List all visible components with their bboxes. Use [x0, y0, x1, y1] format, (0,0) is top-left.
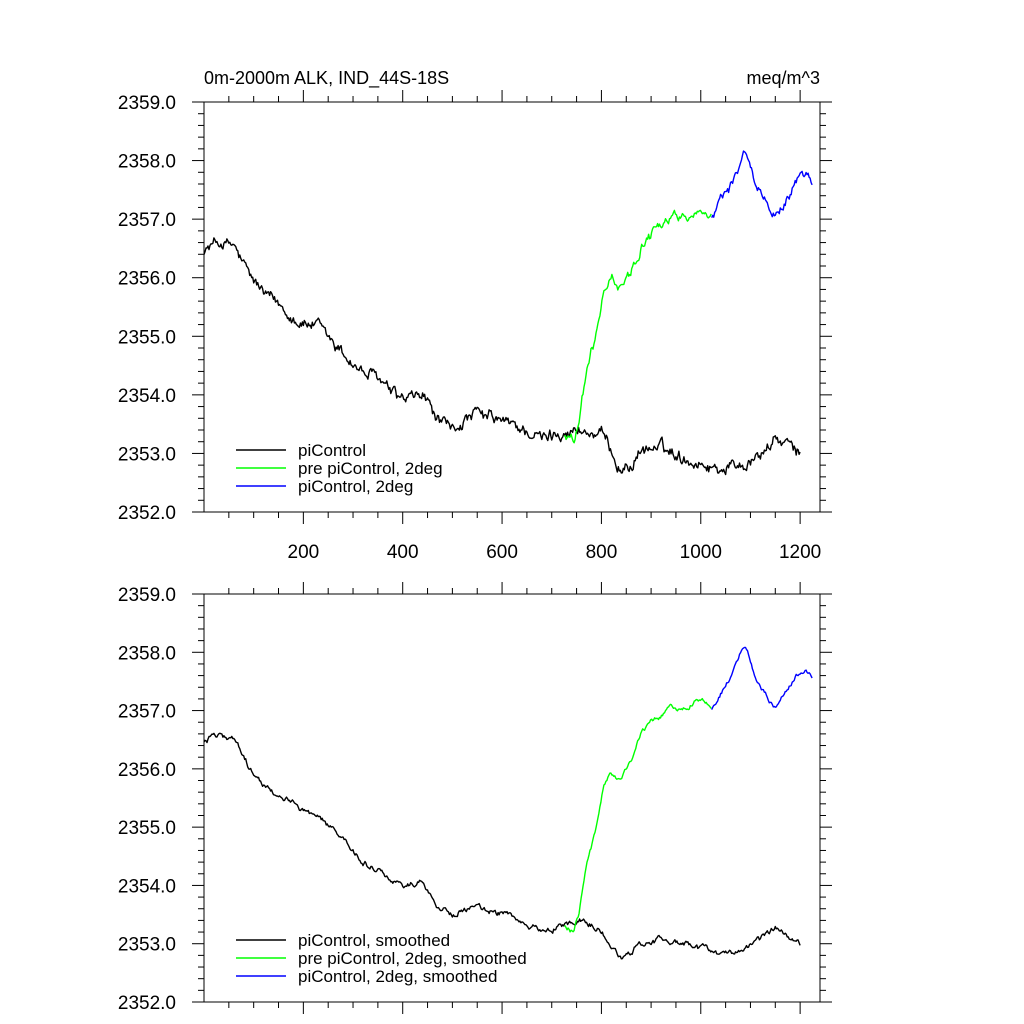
y-tick-label: 2356.0: [118, 269, 176, 290]
series-line-1: [564, 697, 712, 933]
legend-label-1: pre piControl, 2deg: [298, 459, 443, 478]
x-tick-label: 1000: [680, 542, 722, 563]
y-tick-label: 2355.0: [118, 818, 176, 839]
legend-label-2: piControl, 2deg, smoothed: [298, 967, 497, 986]
y-tick-label: 2357.0: [118, 702, 176, 723]
series-line-0: [203, 237, 801, 476]
series-line-1: [563, 209, 712, 444]
y-tick-label: 2355.0: [118, 327, 176, 348]
series-line-0: [203, 732, 801, 960]
series-line-2: [711, 150, 813, 218]
plot-frame: [203, 593, 821, 1003]
y-tick-label: 2358.0: [118, 152, 176, 173]
chart-panel-top: 0m-2000m ALK, IND_44S-18S meq/m^3 200 400 60…: [118, 68, 832, 563]
y-tick-label: 2358.0: [118, 643, 176, 664]
x-tick-label: 800: [586, 542, 618, 563]
y-tick-label: 2357.0: [118, 210, 176, 231]
x-tick-label: 400: [387, 542, 419, 563]
plot-frame: [203, 101, 821, 513]
y-tick-label: 2354.0: [118, 876, 176, 897]
y-tick-label: 2359.0: [118, 585, 176, 606]
legend-label-2: piControl, 2deg: [298, 477, 413, 496]
chart-unit-label: meq/m^3: [747, 68, 820, 88]
legend-label-0: piControl, smoothed: [298, 931, 450, 950]
x-tick-label: 200: [288, 542, 320, 563]
y-tick-label: 2353.0: [118, 444, 176, 465]
y-tick-label: 2353.0: [118, 935, 176, 956]
legend-label-1: pre piControl, 2deg, smoothed: [298, 949, 527, 968]
x-tick-label: 1200: [779, 542, 821, 563]
y-tick-label: 2356.0: [118, 760, 176, 781]
x-tick-label: 600: [486, 542, 518, 563]
y-tick-label: 2359.0: [118, 93, 176, 114]
y-tick-label: 2352.0: [118, 993, 176, 1014]
chart-panel-bottom: 2352.0 2353.0 2354.0 2355.0 2356.0 2357.0 2358…: [118, 582, 832, 1014]
legend-label-0: piControl: [298, 441, 366, 460]
chart-title: 0m-2000m ALK, IND_44S-18S: [204, 68, 449, 89]
y-tick-label: 2352.0: [118, 503, 176, 524]
series-line-2: [711, 646, 813, 710]
y-tick-label: 2354.0: [118, 386, 176, 407]
